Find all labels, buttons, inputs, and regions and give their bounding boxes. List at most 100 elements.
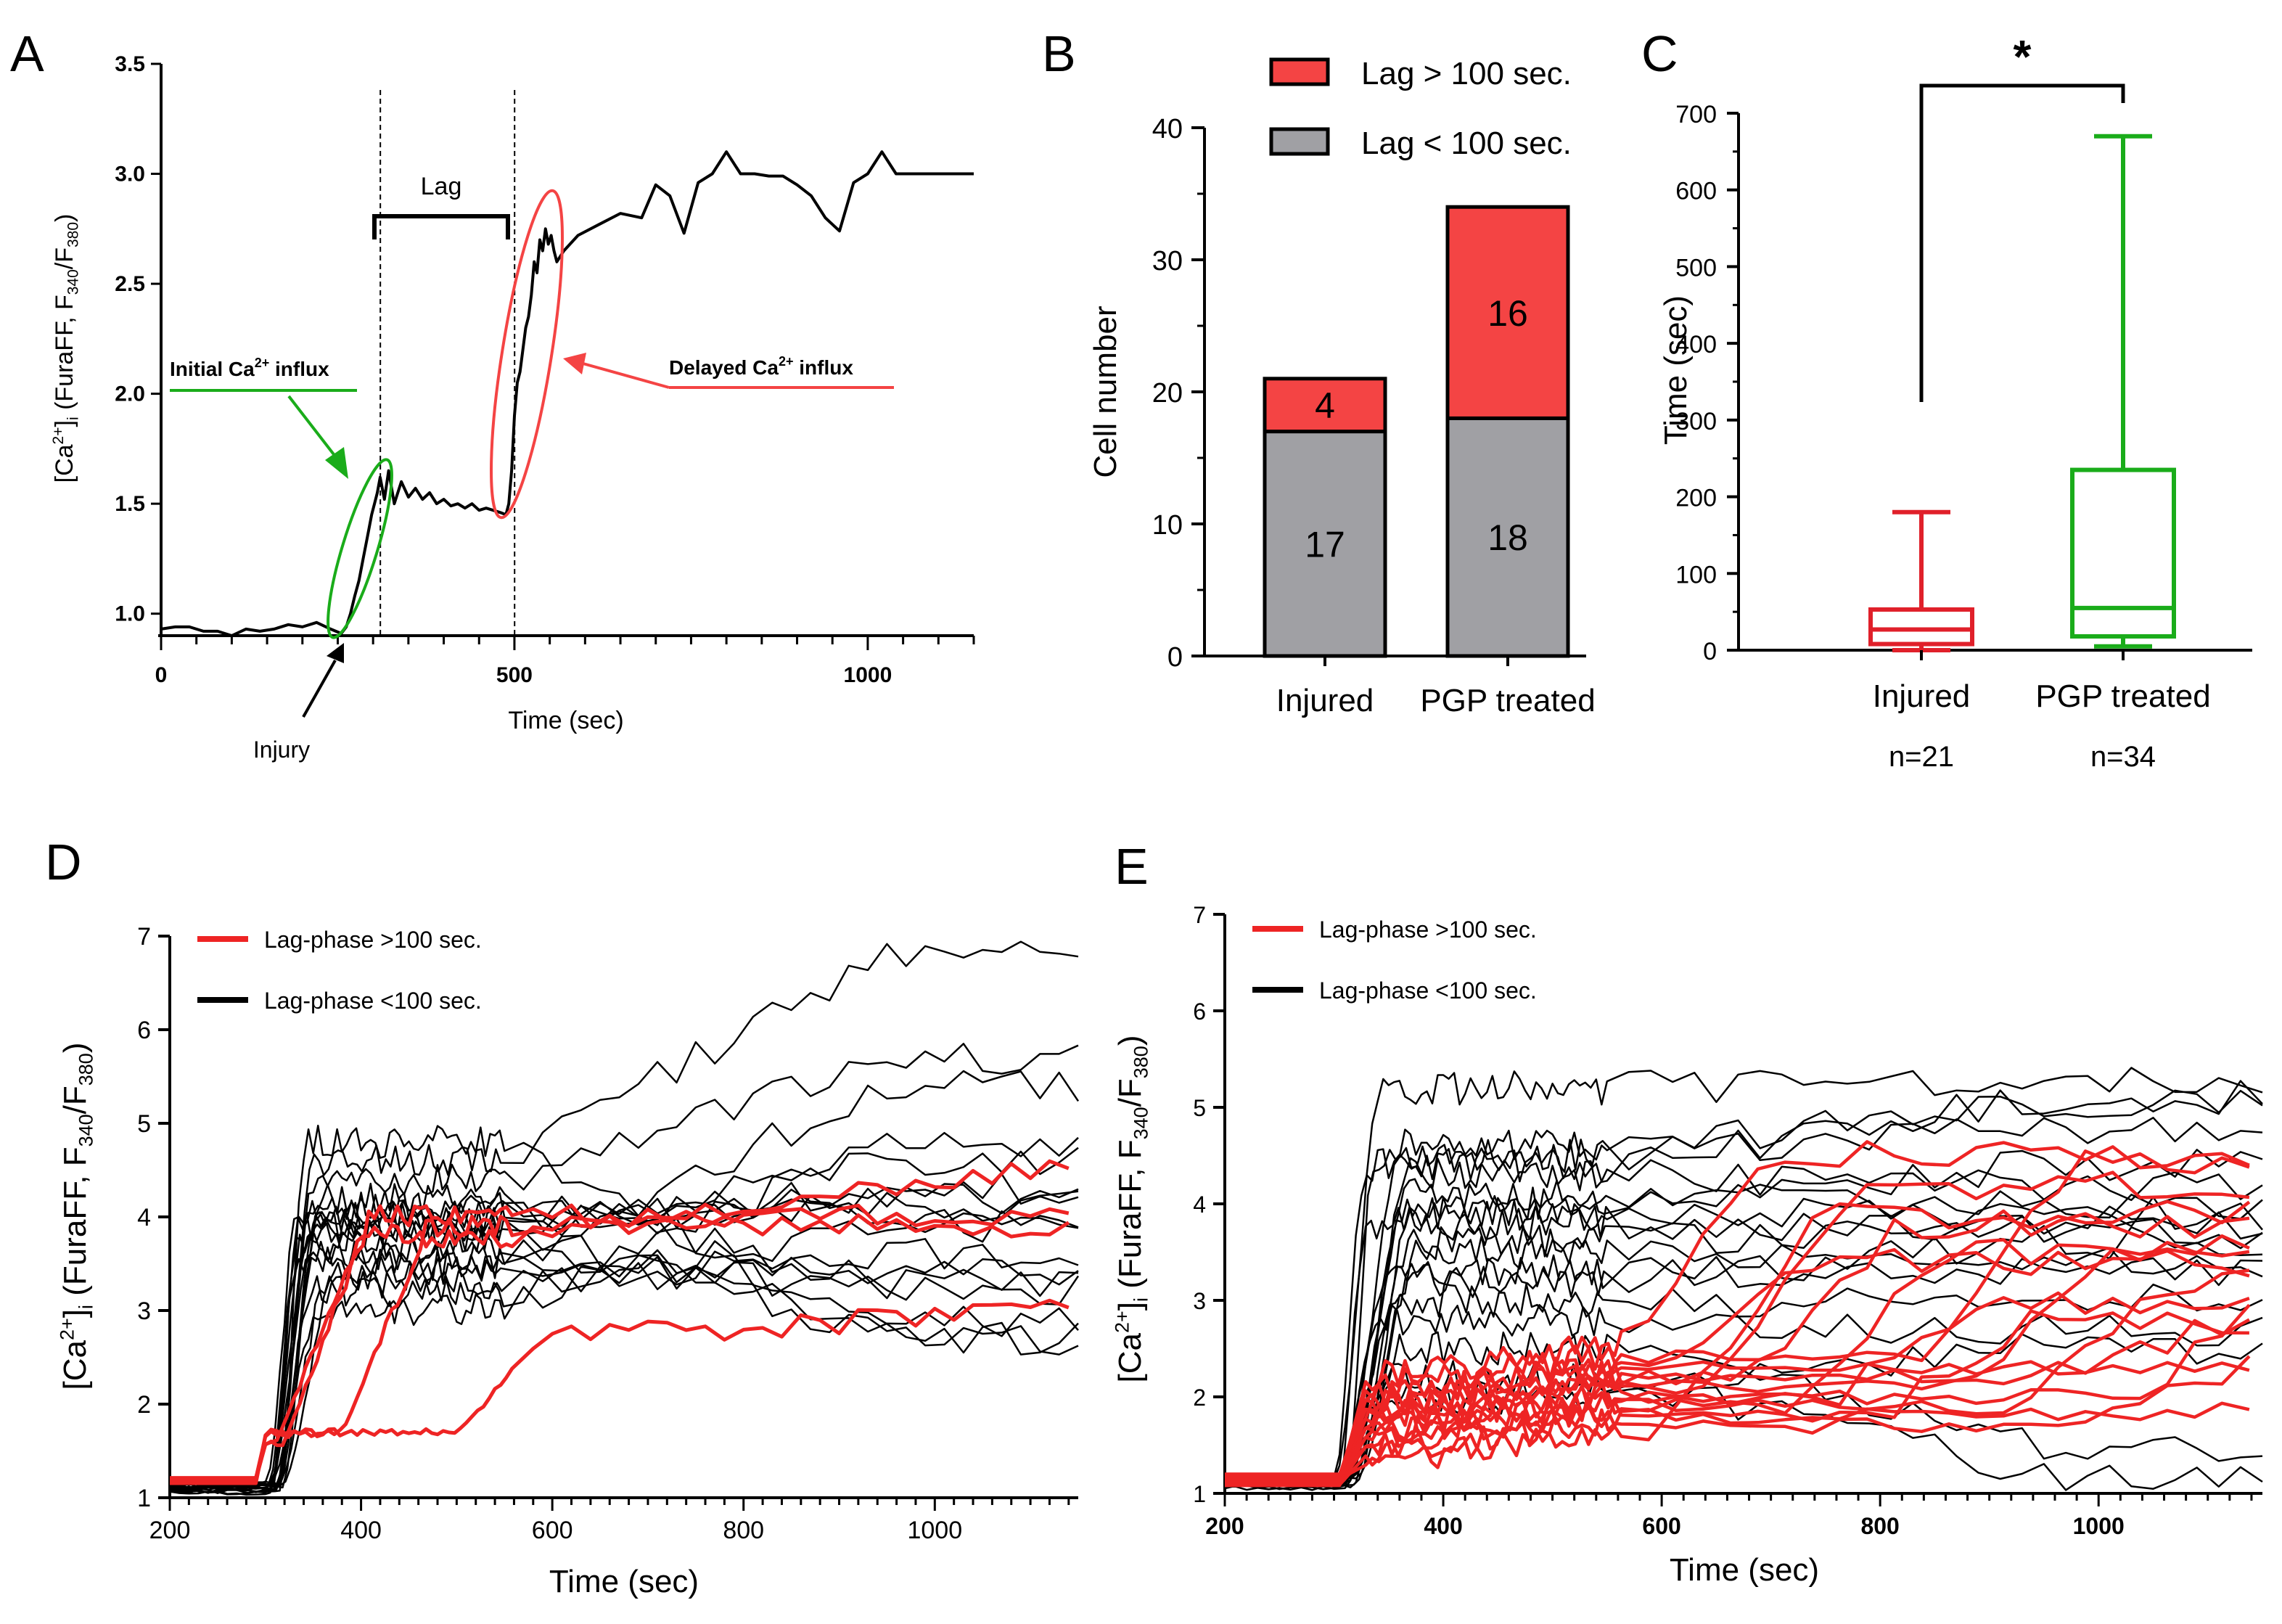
trace-fast xyxy=(169,1192,1079,1484)
y-tick-label: 30 xyxy=(1152,246,1183,276)
trace-lagged xyxy=(170,1159,1070,1482)
panel-b-chart: 0 10 20 30 40 Cell number 17 4 Injured 18 16 PGP tr… xyxy=(1088,56,1596,718)
trace-lagged xyxy=(1225,1303,2251,1488)
bar-lag-more-100 xyxy=(1445,205,1570,420)
y-tick-label: 2 xyxy=(1193,1385,1206,1411)
initial-arrowhead xyxy=(325,447,348,479)
y-axis-label: [Ca2+]i (FuraFF, F340/F380) xyxy=(50,214,81,483)
x-tick-label: 200 xyxy=(1205,1513,1244,1539)
legend-swatch-red xyxy=(1269,57,1330,86)
y-tick-label: 500 xyxy=(1675,254,1717,282)
y-tick-label: 20 xyxy=(1152,378,1183,409)
x-axis-label: Time (sec) xyxy=(549,1564,699,1599)
trace-lagged xyxy=(1225,1199,2251,1481)
y-tick-label: 100 xyxy=(1675,561,1717,589)
trace-lagged xyxy=(1225,1356,2250,1482)
y-axis-label: [Ca2+]i (FuraFF, F340/F380) xyxy=(1111,1035,1152,1383)
y-tick-label: 3.5 xyxy=(115,52,145,76)
y-tick-label: 5 xyxy=(1193,1095,1206,1121)
bar-value-label: 4 xyxy=(1315,385,1335,426)
delayed-arrowhead xyxy=(563,353,586,374)
x-tick-label: Injured xyxy=(1873,678,1971,714)
y-tick-label: 1 xyxy=(137,1485,151,1512)
y-tick-label: 2.5 xyxy=(115,272,145,296)
y-tick-label: 7 xyxy=(1193,902,1206,928)
x-axis-label: Time (sec) xyxy=(1670,1552,1819,1588)
y-tick-label: 400 xyxy=(1675,331,1717,358)
y-tick-label: 7 xyxy=(137,923,151,951)
y-tick-label: 6 xyxy=(137,1017,151,1044)
bar-lag-less-100 xyxy=(1445,416,1570,658)
injury-label: Injury xyxy=(253,737,310,763)
x-tick-label: 1000 xyxy=(844,663,892,687)
y-tick-label: 3 xyxy=(1193,1288,1206,1314)
initial-influx-ellipse xyxy=(327,458,393,639)
initial-arrow-shaft xyxy=(287,395,340,462)
trace-lagged xyxy=(1225,1149,2250,1478)
trace-fast xyxy=(1224,1117,2263,1489)
x-tick-label: PGP treated xyxy=(2035,678,2210,714)
trace-fast xyxy=(169,1228,1079,1491)
legend-label: Lag-phase >100 sec. xyxy=(1319,916,1537,943)
trace-lagged xyxy=(170,1298,1070,1485)
delayed-arrow-shaft xyxy=(580,361,670,389)
trace-fast xyxy=(169,940,1079,1494)
x-axis-label: Time (sec) xyxy=(508,707,623,734)
injury-arrow-shaft xyxy=(302,660,337,718)
legend-swatch-gray xyxy=(1269,127,1330,156)
legend-label: Lag-phase <100 sec. xyxy=(1319,977,1537,1004)
trace-fast xyxy=(1224,1205,2263,1488)
panel-label-b: B xyxy=(1042,25,1076,82)
trace-fast xyxy=(1224,1254,2263,1481)
bar-lag-less-100 xyxy=(1263,430,1387,658)
x-tick-label: 1000 xyxy=(2073,1513,2125,1539)
delayed-influx-ellipse xyxy=(490,189,564,520)
panel-e-chart: 1 2 3 4 5 6 7 200 400 600 800 1000 [Ca2+]i (FuraFF, … xyxy=(1111,902,2263,1588)
y-tick-label: 6 xyxy=(1193,998,1206,1025)
box-iqr xyxy=(2070,467,2176,639)
delayed-influx-label: Delayed Ca2+ influx xyxy=(669,354,853,379)
panel-label-a: A xyxy=(10,25,44,82)
y-tick-label: 200 xyxy=(1675,485,1717,512)
significance-bracket xyxy=(1919,83,2125,402)
y-tick-label: 300 xyxy=(1675,408,1717,435)
trace-fast xyxy=(169,1256,1079,1488)
n-label: n=34 xyxy=(2090,741,2156,773)
bar-value-label: 18 xyxy=(1487,517,1528,558)
trace-fast xyxy=(1224,1304,2263,1487)
bar-value-label: 16 xyxy=(1487,293,1528,334)
y-tick-label: 40 xyxy=(1152,114,1183,144)
n-label: n=21 xyxy=(1889,741,1954,773)
x-tick-label: 800 xyxy=(723,1517,764,1544)
y-tick-label: 3.0 xyxy=(115,163,145,186)
y-tick-label: 2.0 xyxy=(115,382,145,406)
x-tick-label: 200 xyxy=(149,1517,191,1544)
initial-influx-label: Initial Ca2+ influx xyxy=(170,356,329,380)
panel-label-d: D xyxy=(45,834,82,890)
panel-label-e: E xyxy=(1115,838,1149,895)
x-tick-label: 800 xyxy=(1860,1513,1899,1539)
legend-label: Lag-phase <100 sec. xyxy=(264,988,482,1014)
trace-fast xyxy=(169,1190,1079,1493)
y-tick-label: 4 xyxy=(137,1204,151,1231)
lag-bracket xyxy=(372,214,510,239)
x-tick-label: 400 xyxy=(1424,1513,1462,1539)
y-tick-label: 600 xyxy=(1675,178,1717,205)
y-tick-label: 10 xyxy=(1152,510,1183,541)
box-iqr xyxy=(1868,607,1974,647)
trace-lagged xyxy=(170,1213,1070,1480)
y-tick-label: 3 xyxy=(137,1297,151,1325)
x-tick-label: Injured xyxy=(1276,683,1374,718)
legend-label: Lag-phase >100 sec. xyxy=(264,927,482,953)
x-tick-label: 0 xyxy=(155,663,168,687)
x-tick-label: 500 xyxy=(496,663,533,687)
y-axis-label: Time (sec) xyxy=(1658,295,1694,445)
y-axis-label: [Ca2+]i (FuraFF, F340/F380) xyxy=(56,1043,97,1390)
lag-label: Lag xyxy=(421,173,462,200)
y-tick-label: 700 xyxy=(1675,101,1717,128)
significance-label: * xyxy=(2014,30,2032,83)
y-tick-label: 5 xyxy=(137,1110,151,1138)
legend-label: Lag < 100 sec. xyxy=(1361,126,1572,161)
y-tick-label: 1 xyxy=(1193,1481,1206,1507)
